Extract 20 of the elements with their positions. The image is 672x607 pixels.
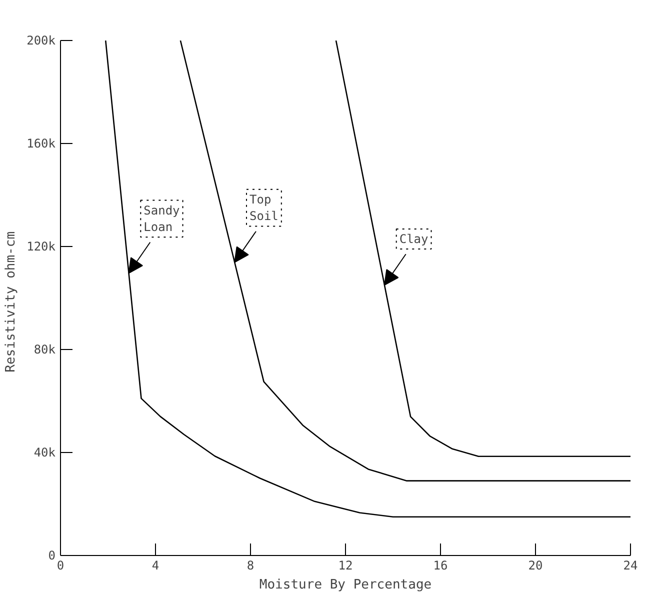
y-tick-label: 40k xyxy=(34,446,56,460)
x-tick-label: 4 xyxy=(152,558,160,572)
y-tick-label: 80k xyxy=(34,342,56,356)
x-axis-title: Moisture By Percentage xyxy=(259,578,432,592)
y-tick-label: 120k xyxy=(26,240,56,254)
y-axis-title: Resistivity ohm-cm xyxy=(4,231,19,372)
y-tick-label: 200k xyxy=(26,34,56,48)
x-tick-label: 8 xyxy=(246,558,254,572)
line-series xyxy=(335,40,630,458)
x-tick-label: 12 xyxy=(338,558,353,572)
line-series xyxy=(104,40,630,518)
series-label: Clay xyxy=(399,232,428,246)
y-tick-label: 160k xyxy=(26,136,56,150)
line-series xyxy=(180,40,630,482)
y-tick-label: 0 xyxy=(48,548,56,562)
x-tick-label: 24 xyxy=(623,558,638,572)
x-tick-label: 16 xyxy=(433,558,448,572)
series-label: Sandy Loan xyxy=(144,203,180,234)
series-label: Top Soil xyxy=(250,192,278,224)
x-tick-label: 20 xyxy=(528,558,543,572)
